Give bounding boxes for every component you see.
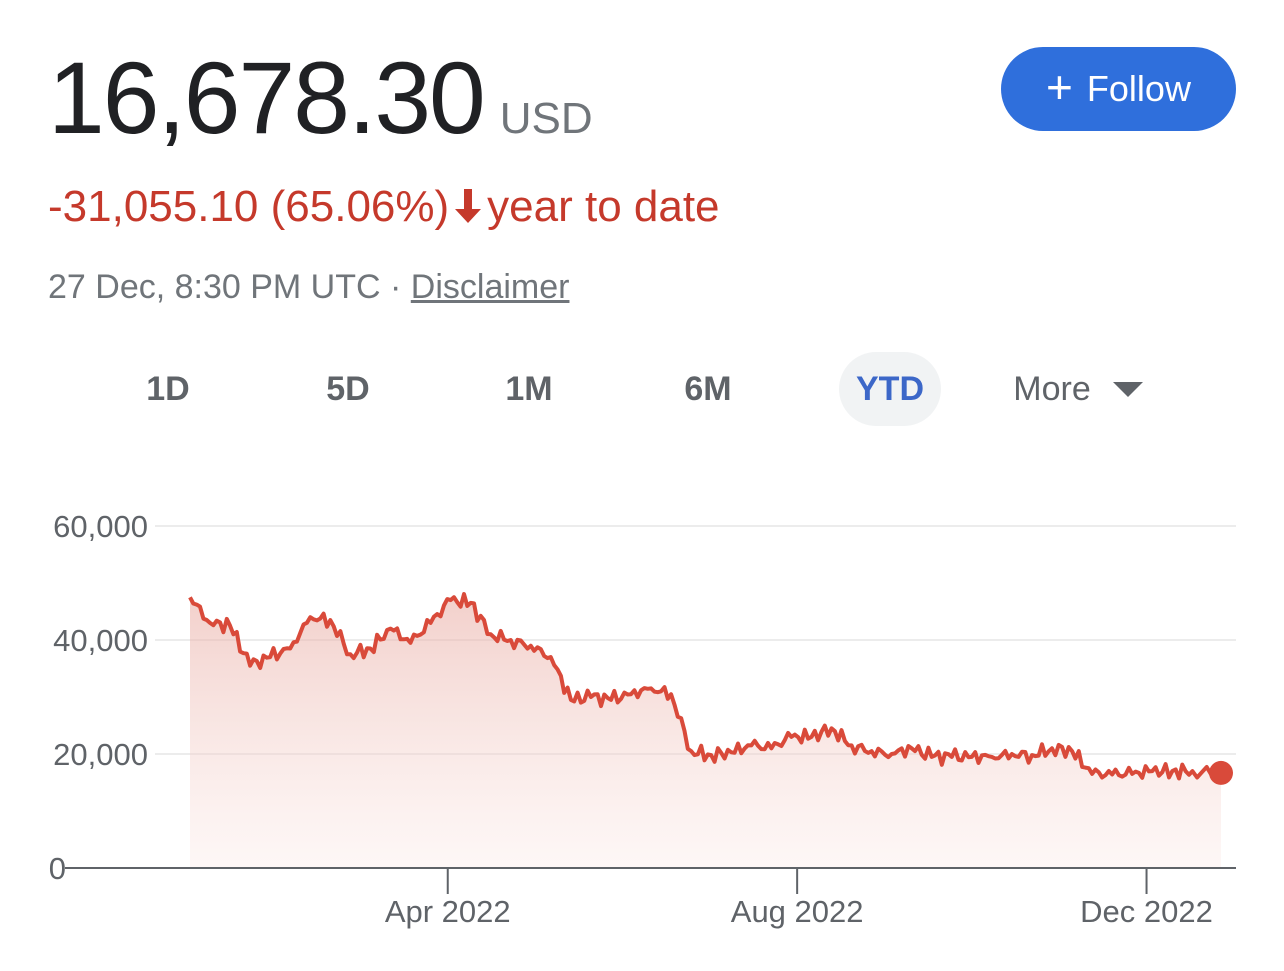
follow-button[interactable]: + Follow bbox=[1001, 47, 1236, 131]
change-value: -31,055.10 (65.06%) bbox=[48, 182, 450, 231]
arrow-down-icon bbox=[455, 189, 482, 223]
follow-label: Follow bbox=[1086, 68, 1191, 109]
chart-area-fill bbox=[190, 594, 1221, 868]
x-tick-label: Dec 2022 bbox=[1080, 894, 1213, 929]
price-display: 16,678.30 USD bbox=[48, 40, 593, 157]
price-value: 16,678.30 bbox=[48, 41, 486, 155]
range-tab-ytd[interactable]: YTD bbox=[839, 352, 941, 426]
last-price-dot bbox=[1209, 760, 1233, 785]
more-dropdown[interactable]: More bbox=[1000, 352, 1156, 426]
range-tab-1m[interactable]: 1M bbox=[505, 369, 553, 408]
range-tab-5d[interactable]: 5D bbox=[326, 369, 370, 408]
y-tick-label: 20,000 bbox=[53, 737, 148, 772]
range-tab-1d[interactable]: 1D bbox=[146, 369, 190, 408]
x-tick-label: Aug 2022 bbox=[731, 894, 864, 929]
timestamp: 27 Dec, 8:30 PM UTC · bbox=[48, 268, 411, 306]
range-tab-6m[interactable]: 6M bbox=[684, 369, 732, 408]
y-tick-label: 40,000 bbox=[53, 623, 148, 658]
currency-label: USD bbox=[499, 94, 593, 143]
price-chart: 60,000 40,000 20,000 0 Apr 2022 Aug 2022 Dec … bbox=[49, 509, 1236, 929]
caret-down-icon bbox=[1112, 381, 1143, 397]
timestamp-line: 27 Dec, 8:30 PM UTC · Disclaimer bbox=[48, 268, 569, 307]
x-tick-label: Apr 2022 bbox=[385, 894, 511, 929]
more-label: More bbox=[1013, 369, 1091, 408]
price-change: -31,055.10 (65.06%) year to date bbox=[48, 182, 720, 232]
chart-line-series bbox=[188, 592, 1222, 781]
range-selector: 1D 5D 1M 6M YTD More bbox=[0, 352, 1284, 426]
plus-icon: + bbox=[1046, 61, 1073, 113]
change-period: year to date bbox=[487, 182, 720, 231]
y-tick-label: 0 bbox=[49, 851, 66, 886]
y-tick-label: 60,000 bbox=[53, 509, 148, 544]
disclaimer-link[interactable]: Disclaimer bbox=[410, 268, 570, 306]
